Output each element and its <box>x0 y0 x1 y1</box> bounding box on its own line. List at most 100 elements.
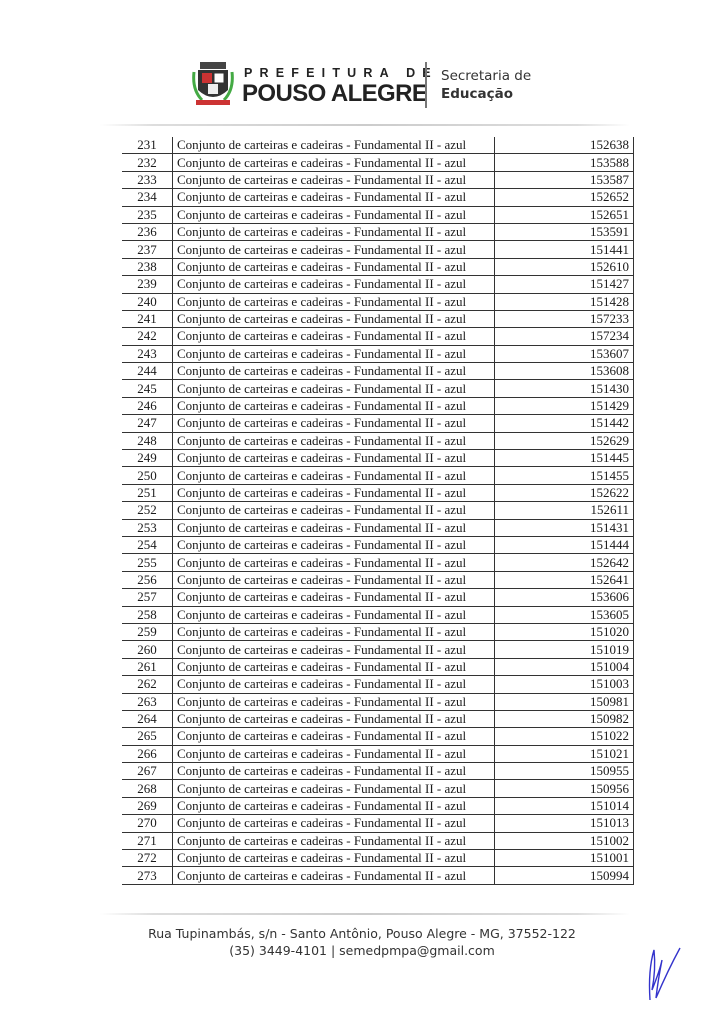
asset-code: 153605 <box>494 606 634 624</box>
item-number: 269 <box>122 797 173 816</box>
table-row: 264 Conjunto de carteiras e cadeiras - Fu… <box>122 710 634 729</box>
asset-code: 150955 <box>494 762 634 781</box>
footer-contact: (35) 3449-4101 | semedpmpa@gmail.com <box>229 943 495 958</box>
item-description: Conjunto de carteiras e cadeiras - Funda… <box>172 501 495 520</box>
item-number: 253 <box>122 519 173 537</box>
asset-code: 152638 <box>494 137 634 155</box>
table-row: 269 Conjunto de carteiras e cadeiras - Fu… <box>122 797 634 816</box>
item-description: Conjunto de carteiras e cadeiras - Funda… <box>172 519 495 537</box>
asset-code: 152641 <box>494 571 634 590</box>
asset-code: 152642 <box>494 553 634 572</box>
item-description: Conjunto de carteiras e cadeiras - Funda… <box>172 275 495 294</box>
item-number: 272 <box>122 849 173 868</box>
department-line1: Secretaria de <box>441 68 532 84</box>
item-description: Conjunto de carteiras e cadeiras - Funda… <box>172 327 495 346</box>
item-description: Conjunto de carteiras e cadeiras - Funda… <box>172 414 495 433</box>
asset-code: 150981 <box>494 693 634 711</box>
asset-code: 151022 <box>494 727 634 746</box>
item-description: Conjunto de carteiras e cadeiras - Funda… <box>172 206 495 224</box>
table-row: 245 Conjunto de carteiras e cadeiras - Fu… <box>122 379 634 398</box>
table-row: 258 Conjunto de carteiras e cadeiras - Fu… <box>122 606 634 624</box>
asset-code: 152652 <box>494 188 634 207</box>
item-number: 242 <box>122 327 173 346</box>
asset-code: 151003 <box>494 675 634 694</box>
item-number: 236 <box>122 223 173 242</box>
item-number: 252 <box>122 501 173 520</box>
item-description: Conjunto de carteiras e cadeiras - Funda… <box>172 379 495 398</box>
asset-code: 151431 <box>494 519 634 537</box>
item-description: Conjunto de carteiras e cadeiras - Funda… <box>172 797 495 816</box>
asset-code: 153607 <box>494 345 634 364</box>
item-description: Conjunto de carteiras e cadeiras - Funda… <box>172 779 495 798</box>
asset-code: 151441 <box>494 240 634 259</box>
item-number: 261 <box>122 658 173 677</box>
item-number: 260 <box>122 640 173 659</box>
table-row: 250 Conjunto de carteiras e cadeiras - Fu… <box>122 466 634 485</box>
table-row: 231 Conjunto de carteiras e cadeiras - Fu… <box>122 137 634 155</box>
item-description: Conjunto de carteiras e cadeiras - Funda… <box>172 223 495 242</box>
table-row: 265 Conjunto de carteiras e cadeiras - Fu… <box>122 727 634 746</box>
item-description: Conjunto de carteiras e cadeiras - Funda… <box>172 362 495 381</box>
asset-code: 157234 <box>494 327 634 346</box>
item-description: Conjunto de carteiras e cadeiras - Funda… <box>172 832 495 851</box>
table-row: 235 Conjunto de carteiras e cadeiras - Fu… <box>122 206 634 224</box>
item-number: 265 <box>122 727 173 746</box>
asset-code: 150982 <box>494 710 634 729</box>
table-row: 257 Conjunto de carteiras e cadeiras - Fu… <box>122 588 634 607</box>
item-description: Conjunto de carteiras e cadeiras - Funda… <box>172 432 495 451</box>
asset-code: 152622 <box>494 484 634 503</box>
table-row: 262 Conjunto de carteiras e cadeiras - Fu… <box>122 675 634 694</box>
item-description: Conjunto de carteiras e cadeiras - Funda… <box>172 171 495 190</box>
asset-code: 151002 <box>494 832 634 851</box>
item-number: 239 <box>122 275 173 294</box>
header-city: POUSO ALEGRE <box>242 80 428 107</box>
item-number: 267 <box>122 762 173 781</box>
item-description: Conjunto de carteiras e cadeiras - Funda… <box>172 606 495 624</box>
asset-code: 152611 <box>494 501 634 520</box>
table-row: 251 Conjunto de carteiras e cadeiras - Fu… <box>122 484 634 503</box>
item-number: 251 <box>122 484 173 503</box>
signature <box>648 947 681 1001</box>
item-number: 273 <box>122 866 173 885</box>
item-number: 238 <box>122 258 173 277</box>
asset-code: 153606 <box>494 588 634 607</box>
item-description: Conjunto de carteiras e cadeiras - Funda… <box>172 553 495 572</box>
item-description: Conjunto de carteiras e cadeiras - Funda… <box>172 762 495 781</box>
table-row: 248 Conjunto de carteiras e cadeiras - Fu… <box>122 432 634 451</box>
item-description: Conjunto de carteiras e cadeiras - Funda… <box>172 710 495 729</box>
table-row: 241 Conjunto de carteiras e cadeiras - Fu… <box>122 310 634 329</box>
item-number: 264 <box>122 710 173 729</box>
item-number: 271 <box>122 832 173 851</box>
item-number: 232 <box>122 153 173 172</box>
asset-code: 153591 <box>494 223 634 242</box>
item-description: Conjunto de carteiras e cadeiras - Funda… <box>172 293 495 311</box>
table-row: 233 Conjunto de carteiras e cadeiras - Fu… <box>122 171 634 190</box>
table-row: 255 Conjunto de carteiras e cadeiras - Fu… <box>122 553 634 572</box>
item-number: 270 <box>122 814 173 833</box>
inventory-table: 231 Conjunto de carteiras e cadeiras - Fu… <box>122 137 634 885</box>
header-rule <box>100 124 630 126</box>
item-number: 243 <box>122 345 173 364</box>
item-description: Conjunto de carteiras e cadeiras - Funda… <box>172 258 495 277</box>
table-row: 271 Conjunto de carteiras e cadeiras - Fu… <box>122 832 634 851</box>
asset-code: 151004 <box>494 658 634 677</box>
item-description: Conjunto de carteiras e cadeiras - Funda… <box>172 640 495 659</box>
table-row: 232 Conjunto de carteiras e cadeiras - Fu… <box>122 153 634 172</box>
table-row: 260 Conjunto de carteiras e cadeiras - Fu… <box>122 640 634 659</box>
table-row: 253 Conjunto de carteiras e cadeiras - Fu… <box>122 519 634 537</box>
table-row: 246 Conjunto de carteiras e cadeiras - Fu… <box>122 397 634 416</box>
asset-code: 150994 <box>494 866 634 885</box>
item-number: 262 <box>122 675 173 694</box>
item-number: 255 <box>122 553 173 572</box>
footer-address: Rua Tupinambás, s/n - Santo Antônio, Pou… <box>148 926 576 941</box>
table-row: 261 Conjunto de carteiras e cadeiras - Fu… <box>122 658 634 677</box>
item-description: Conjunto de carteiras e cadeiras - Funda… <box>172 137 495 155</box>
asset-code: 151021 <box>494 745 634 764</box>
table-row: 244 Conjunto de carteiras e cadeiras - Fu… <box>122 362 634 381</box>
table-row: 267 Conjunto de carteiras e cadeiras - Fu… <box>122 762 634 781</box>
table-row: 234 Conjunto de carteiras e cadeiras - Fu… <box>122 188 634 207</box>
item-description: Conjunto de carteiras e cadeiras - Funda… <box>172 466 495 485</box>
asset-code: 151020 <box>494 623 634 642</box>
item-number: 249 <box>122 449 173 468</box>
asset-code: 152651 <box>494 206 634 224</box>
